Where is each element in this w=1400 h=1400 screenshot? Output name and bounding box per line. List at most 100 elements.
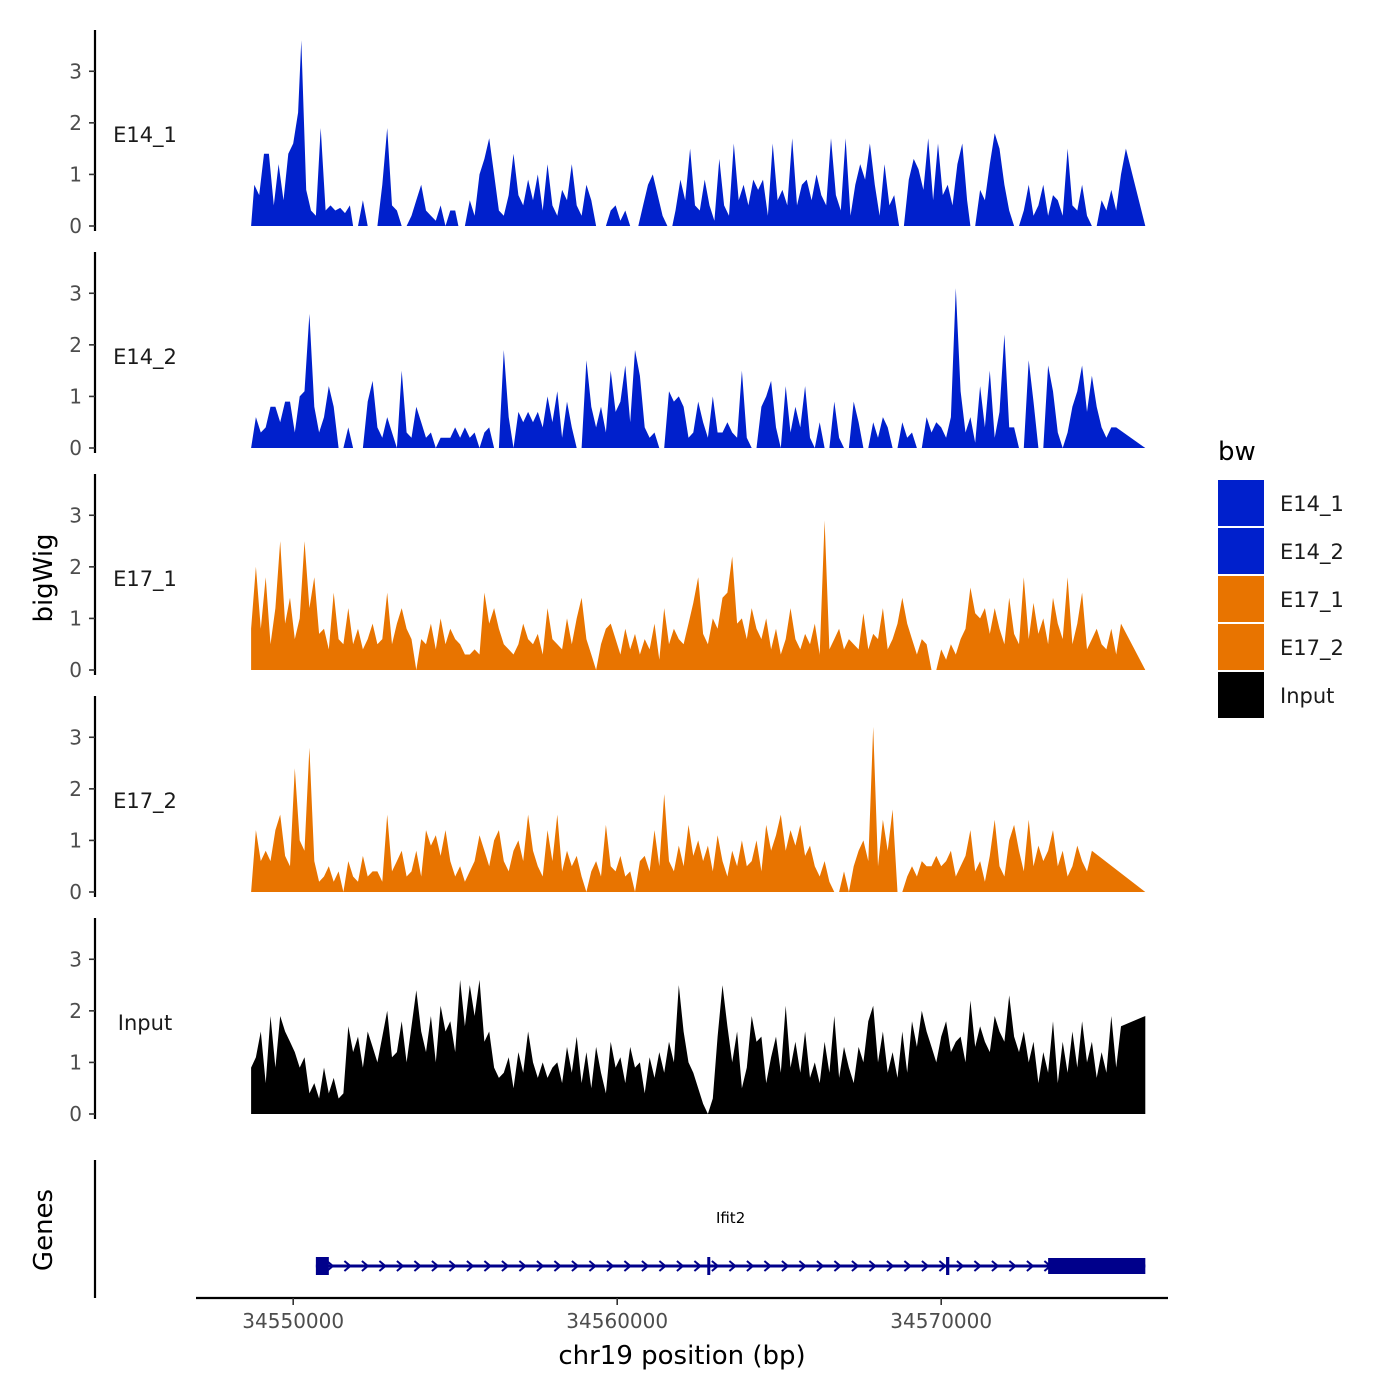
legend-key-E14_2 (1218, 528, 1264, 574)
y-tick-label: 1 (69, 162, 82, 186)
gene-exon (315, 1257, 329, 1275)
strand-arrow (641, 1260, 650, 1272)
y-tick-label: 1 (69, 606, 82, 630)
strand-arrow (676, 1260, 685, 1272)
strand-arrow (938, 1260, 947, 1272)
y-tick-label: 0 (69, 1102, 82, 1126)
strand-arrow (816, 1260, 825, 1272)
strand-arrow (728, 1260, 737, 1272)
strand-arrow (378, 1260, 387, 1272)
strand-arrow (326, 1260, 335, 1272)
y-tick-label: 2 (69, 111, 82, 135)
y-tick-label: 3 (69, 725, 82, 749)
track-label: E14_2 (113, 345, 177, 370)
track-label: E17_1 (113, 567, 177, 592)
strand-arrow (606, 1260, 615, 1272)
coverage-area-E14_1 (251, 40, 1146, 226)
track-E17_2: 0 1 2 3 E17_2 (69, 696, 1146, 904)
y-tick-label: 3 (69, 947, 82, 971)
strand-arrow (851, 1260, 860, 1272)
strand-arrow (1026, 1260, 1035, 1272)
legend-label: Input (1280, 684, 1334, 708)
strand-arrow (763, 1260, 772, 1272)
strand-arrow (658, 1260, 667, 1272)
strand-arrow (518, 1260, 527, 1272)
x-tick-label: 34550000 (242, 1309, 344, 1333)
strand-arrow (448, 1260, 457, 1272)
y-tick-label: 0 (69, 658, 82, 682)
track-label: E14_1 (113, 123, 177, 148)
strand-arrow (833, 1260, 842, 1272)
y-tick-label: 0 (69, 436, 82, 460)
strand-arrow (903, 1260, 912, 1272)
strand-arrow (623, 1260, 632, 1272)
strand-arrow (973, 1260, 982, 1272)
bigwig-tracks: 0 1 2 3 E14_1 0 1 2 3 E14_2 0 1 2 3 E17_1 0 1 2 3 E17_2 0 1 2 3… (69, 30, 1146, 1126)
y-tick-label: 1 (69, 384, 82, 408)
y-tick-label: 2 (69, 777, 82, 801)
legend-label: E14_2 (1280, 540, 1344, 565)
strand-arrow (921, 1260, 930, 1272)
gene-exon (1048, 1258, 1146, 1274)
gene-track: Ifit2 (93, 1160, 1146, 1298)
x-axis-title: chr19 position (bp) (558, 1341, 805, 1371)
strand-arrow (343, 1260, 352, 1272)
strand-arrow (361, 1260, 370, 1272)
strand-arrow (588, 1260, 597, 1272)
y-tick-label: 1 (69, 828, 82, 852)
strand-arrow (991, 1260, 1000, 1272)
y-tick-label: 1 (69, 1050, 82, 1074)
legend: bw E14_1 E14_2 E17_1 E17_2 Input (1218, 437, 1344, 718)
legend-label: E17_1 (1280, 588, 1344, 613)
track-label: Input (118, 1011, 172, 1035)
y-tick-label: 2 (69, 333, 82, 357)
track-E17_1: 0 1 2 3 E17_1 (69, 474, 1146, 682)
strand-arrow (501, 1260, 510, 1272)
track-E14_1: 0 1 2 3 E14_1 (69, 30, 1146, 238)
y-axis-title-genes: Genes (29, 1189, 59, 1271)
legend-key-E17_1 (1218, 576, 1264, 622)
legend-key-E14_1 (1218, 480, 1264, 526)
strand-arrow (693, 1260, 702, 1272)
legend-title: bw (1218, 437, 1256, 467)
y-tick-label: 3 (69, 59, 82, 83)
y-tick-label: 3 (69, 281, 82, 305)
strand-arrow (553, 1260, 562, 1272)
strand-arrow (798, 1260, 807, 1272)
y-tick-label: 0 (69, 880, 82, 904)
legend-key-E17_2 (1218, 624, 1264, 670)
x-tick-label: 34570000 (890, 1309, 992, 1333)
strand-arrow (711, 1260, 720, 1272)
strand-arrow (466, 1260, 475, 1272)
y-tick-label: 3 (69, 503, 82, 527)
gene-exon (707, 1257, 711, 1275)
track-label: E17_2 (113, 789, 177, 814)
strand-arrow (1008, 1260, 1017, 1272)
y-tick-label: 0 (69, 214, 82, 238)
strand-arrow (396, 1260, 405, 1272)
track-E14_2: 0 1 2 3 E14_2 (69, 252, 1146, 460)
y-axis-title-bigwig: bigWig (29, 533, 59, 622)
strand-arrow (886, 1260, 895, 1272)
y-tick-label: 2 (69, 999, 82, 1023)
strand-arrow (431, 1260, 440, 1272)
strand-arrow (746, 1260, 755, 1272)
strand-arrow (483, 1260, 492, 1272)
coverage-area-Input (251, 979, 1146, 1114)
legend-label: E17_2 (1280, 636, 1344, 661)
coverage-area-E14_2 (251, 288, 1146, 448)
x-tick-label: 34560000 (566, 1309, 668, 1333)
track-Input: 0 1 2 3 Input (69, 918, 1146, 1126)
gene-label: Ifit2 (716, 1209, 745, 1227)
coverage-area-E17_1 (251, 520, 1146, 670)
legend-key-Input (1218, 672, 1264, 718)
coverage-area-E17_2 (251, 726, 1146, 892)
legend-label: E14_1 (1280, 492, 1344, 517)
strand-arrow (413, 1260, 422, 1272)
strand-arrow (536, 1260, 545, 1272)
strand-arrow (571, 1260, 580, 1272)
strand-arrow (868, 1260, 877, 1272)
strand-arrow (956, 1260, 965, 1272)
y-tick-label: 2 (69, 555, 82, 579)
